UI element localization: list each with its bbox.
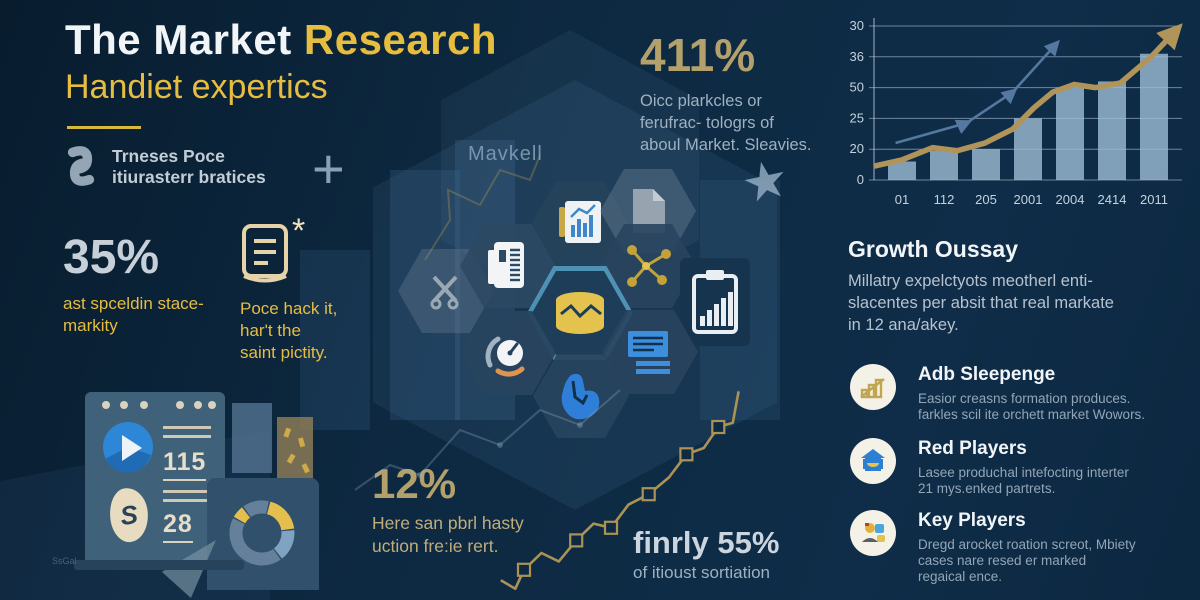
tiny-label: SsGal [52,556,77,566]
badge-letter: S [118,498,140,531]
mockup-lines [163,490,209,502]
growth-body: Millatry expelctyots meotherl enti- slac… [848,272,1114,334]
svg-text:01: 01 [895,192,909,207]
hexagon-gauge [460,311,556,395]
window-dots [102,401,216,409]
growth-item-text: Easior creasns formation produces. farkl… [918,391,1146,422]
svg-text:205: 205 [975,192,997,207]
stat-411-value: 411% [640,29,756,81]
growth-item-text: Dregd arocket roation screot, Mbiety cas… [918,537,1136,584]
svg-text:20: 20 [850,141,864,156]
metric-top: 115 [163,448,207,481]
title-underline [67,126,141,129]
feature-label: Trneses Poce itiurasterr bratices [112,146,266,187]
stat-411-caption: Oicc plarkcles or ferufrac- tologrs of a… [640,92,812,154]
play-button-icon [103,422,153,473]
svg-text:2414: 2414 [1098,192,1127,207]
stat-35-caption: ast spceldin stace- markity [63,294,204,335]
mockup-column-blue [232,403,272,473]
title-part-accent: Research [303,16,498,63]
metric-bottom: 28 [163,510,193,543]
growth-item-text: Lasee produchal intefocting interter 21 … [918,465,1129,496]
house-icon [861,449,885,471]
avatar [850,438,896,484]
speckles-decor [283,427,310,474]
page-title: The Market Research [65,16,497,64]
laptop-base [74,560,244,570]
stat-12-value: 12% [372,460,457,507]
database-icon [556,292,604,334]
svg-text:2001: 2001 [1014,192,1043,207]
svg-text:2004: 2004 [1056,192,1085,207]
person-icon [862,523,885,542]
page-subtitle: Handiet expertics [65,68,328,106]
growth-title: Growth Oussay [848,236,1018,262]
growth-item-title: Key Players [918,510,1026,531]
hand-chart-icon [561,373,600,420]
growth-item-red-players: Red Players Lasee produchal intefocting … [850,438,1129,497]
faint-line-decor [354,389,621,491]
doc-chart-icon [559,201,601,243]
stat-12-caption: Here san pbrl hasty uction fre:ie rert. [372,513,524,556]
growth-item-adb: Adb Sleepenge Easior creasns formation p… [850,364,1145,423]
svg-text:2011: 2011 [1140,192,1168,207]
svg-text:25: 25 [850,110,864,125]
document-icon [242,224,288,283]
plus-icon: + [312,137,345,200]
donut-panel [207,478,319,590]
growth-item-title: Red Players [918,438,1027,459]
mockup-lines [163,426,211,438]
skyline-shape [300,250,370,430]
doc-note-caption: Poce hack it, har't the saint pictity. [240,299,338,362]
step-line-chart [500,391,740,590]
growth-item-key-players: Key Players Dregd arocket roation screot… [850,510,1136,585]
gauge-icon [485,336,525,377]
stat-55-caption: of itioust sortiation [633,563,771,582]
growth-item-title: Adb Sleepenge [918,364,1056,385]
watermark-label: Mavkell [468,143,543,165]
clipboard-panel [680,258,750,346]
avatar [850,364,896,410]
molecule-icon [627,245,671,287]
svg-text:0: 0 [857,172,864,187]
doc-lines-icon [628,331,670,374]
svg-text:30: 30 [850,18,864,33]
donut-chart [229,500,295,566]
svg-text:112: 112 [934,192,955,207]
hexagon-hand [533,354,629,438]
hexagon-doc-lines [602,310,698,394]
growth-combo-chart: 30 36 50 25 20 0 01 112 205 2001 2004 2414 2011 [850,18,1183,207]
asterisk-icon: * [292,212,306,250]
title-part-white: The Market [65,16,292,63]
svg-text:50: 50 [850,80,864,95]
faint-sparkline-decor [424,154,541,261]
s-shape-icon [67,146,95,186]
mockup-panel [85,392,225,565]
file-icon [633,189,665,233]
bar-growth-icon [860,378,885,399]
avatar [850,510,896,556]
scissors-icon [430,275,459,310]
svg-text:36: 36 [850,49,864,64]
stat-55-value: finrly 55% [633,525,780,560]
stat-35-value: 35% [63,231,160,284]
clipboard-chart-icon [692,270,738,334]
server-icon [488,242,524,288]
